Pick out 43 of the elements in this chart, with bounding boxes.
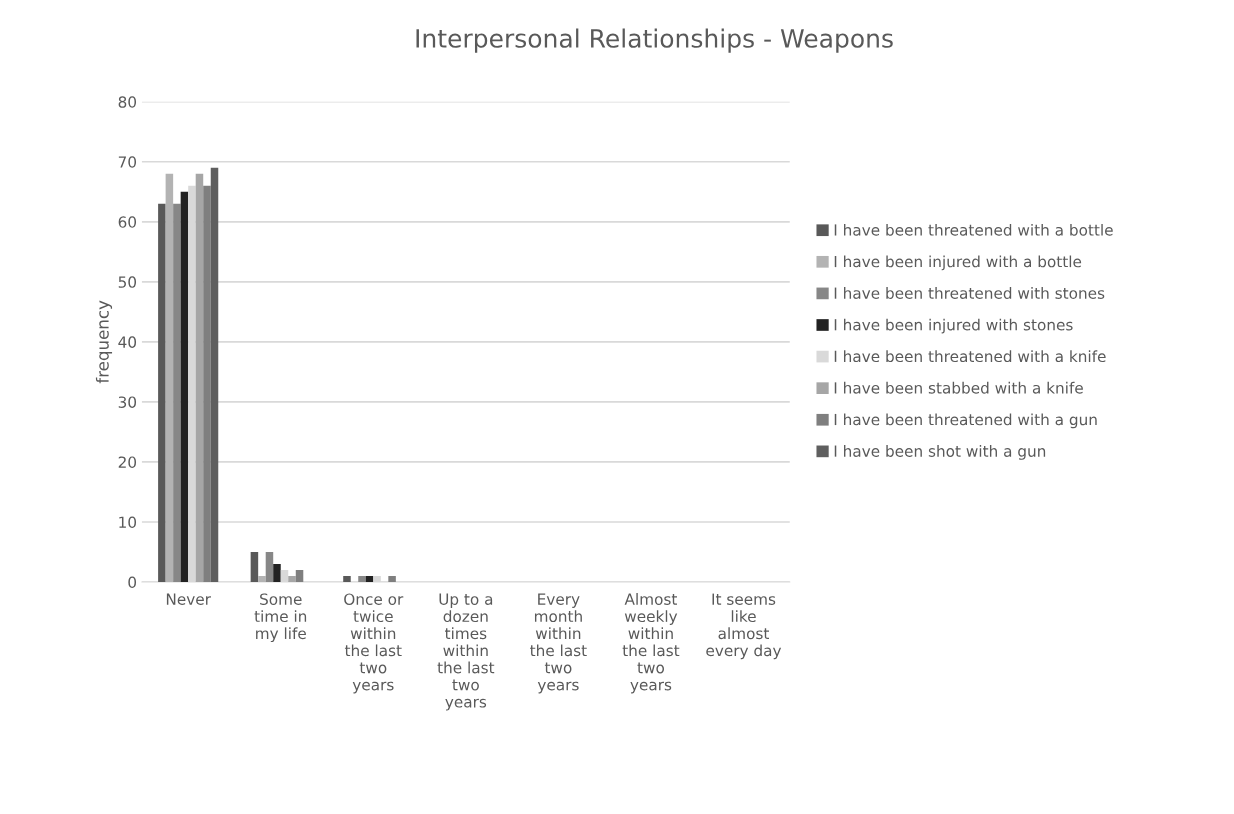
legend-label: I have been threatened with a bottle	[834, 223, 1113, 236]
bar	[295, 570, 304, 583]
bar	[173, 203, 181, 583]
legend-label: I have been threatened with stones	[834, 287, 1105, 299]
x-tick-label: It seems like almost every day	[706, 593, 782, 660]
bar	[365, 576, 374, 583]
bar	[258, 576, 266, 583]
y-tick-label: 30	[118, 396, 137, 408]
legend-label: I have been threatened with a knife	[834, 350, 1106, 363]
bar	[388, 576, 396, 583]
chart-title: Interpersonal Relationships - Weapons	[416, 28, 893, 53]
bar	[265, 551, 274, 583]
y-tick-label: 0	[128, 576, 137, 589]
y-tick-label: 20	[118, 456, 137, 468]
x-tick-label: Every month within the last two years	[530, 593, 587, 694]
legend-label: I have been threatened with a gun	[834, 413, 1097, 429]
x-tick-label: Almost weekly within the last two years	[622, 593, 680, 694]
x-tick-label: Once or twice within the last two years	[344, 593, 404, 694]
y-tick-label: 60	[118, 216, 137, 228]
legend-label: I have been injured with a bottle	[834, 255, 1082, 271]
bar	[195, 173, 204, 583]
y-axis-title: frequency	[95, 300, 113, 384]
y-tick-label: 50	[118, 276, 137, 288]
y-tick-label: 10	[119, 516, 137, 528]
bar	[273, 564, 281, 583]
bar	[210, 167, 219, 583]
x-tick-label: Some time in my life	[254, 593, 307, 643]
bar	[165, 173, 174, 583]
legend-label: I have been injured with stones	[834, 318, 1073, 334]
y-tick-label: 70	[118, 156, 137, 168]
legend-label: I have been stabbed with a knife	[834, 381, 1083, 394]
bar	[158, 203, 166, 583]
bar	[180, 191, 189, 583]
bar	[358, 576, 366, 583]
x-tick-label: Never	[166, 593, 211, 605]
bar	[203, 185, 211, 583]
bar	[343, 576, 351, 583]
y-tick-label: 40	[118, 336, 137, 348]
bar	[250, 551, 259, 583]
legend-label: I have been shot with a gun	[834, 445, 1046, 460]
x-tick-label: Up to a dozen times within the last two years	[437, 593, 495, 711]
bar	[288, 576, 296, 583]
y-tick-label: 80	[118, 96, 137, 108]
